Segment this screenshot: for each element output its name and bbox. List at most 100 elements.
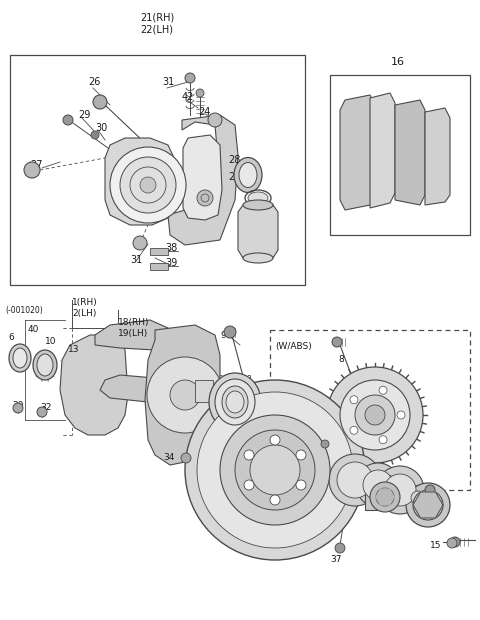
Circle shape [244, 480, 254, 490]
Circle shape [140, 177, 156, 193]
Circle shape [244, 450, 254, 460]
Circle shape [196, 89, 204, 97]
Text: 21(RH)
22(LH): 21(RH) 22(LH) [140, 12, 174, 34]
Text: 18(RH)
19(LH): 18(RH) 19(LH) [118, 318, 149, 338]
Bar [150, 248, 168, 255]
Circle shape [376, 488, 394, 506]
Circle shape [355, 395, 395, 435]
Circle shape [413, 490, 443, 520]
Circle shape [425, 485, 435, 495]
Text: 17: 17 [218, 526, 229, 534]
Text: 31: 31 [162, 77, 174, 87]
Circle shape [321, 440, 329, 448]
Circle shape [411, 491, 425, 505]
Circle shape [197, 392, 353, 548]
Text: (W/ABS): (W/ABS) [275, 342, 312, 351]
Circle shape [220, 415, 330, 525]
Ellipse shape [234, 157, 262, 192]
Circle shape [208, 113, 222, 127]
Ellipse shape [222, 386, 248, 418]
Polygon shape [100, 375, 165, 402]
Circle shape [110, 147, 186, 223]
Ellipse shape [215, 379, 255, 425]
Text: 40: 40 [28, 326, 39, 335]
Text: 31: 31 [130, 255, 142, 265]
Polygon shape [145, 325, 220, 465]
Text: 6: 6 [8, 334, 14, 342]
Text: 33: 33 [320, 440, 332, 450]
Circle shape [270, 495, 280, 505]
Circle shape [327, 367, 423, 463]
Circle shape [406, 486, 430, 510]
Circle shape [379, 386, 387, 394]
Circle shape [185, 73, 195, 83]
Text: 13: 13 [68, 345, 80, 355]
Text: 24: 24 [198, 107, 210, 117]
Polygon shape [425, 108, 450, 205]
Circle shape [397, 411, 405, 419]
Polygon shape [370, 93, 395, 208]
Text: 7: 7 [178, 425, 184, 435]
Polygon shape [376, 489, 394, 505]
Polygon shape [168, 115, 238, 245]
Circle shape [224, 326, 236, 338]
Text: 9: 9 [350, 378, 356, 386]
Text: 36: 36 [400, 484, 411, 492]
Text: 35: 35 [400, 498, 411, 508]
Ellipse shape [13, 348, 27, 368]
Ellipse shape [226, 391, 244, 413]
Ellipse shape [37, 354, 53, 376]
Text: 41: 41 [363, 485, 374, 495]
Text: 20: 20 [12, 401, 24, 409]
Text: 39: 39 [165, 258, 177, 268]
Text: 14: 14 [355, 466, 366, 474]
Text: 12: 12 [280, 494, 291, 502]
Circle shape [170, 380, 200, 410]
Bar [195, 380, 213, 402]
Text: 5: 5 [297, 494, 303, 502]
Circle shape [250, 445, 300, 495]
Circle shape [133, 236, 147, 250]
Text: 1(RH)
2(LH): 1(RH) 2(LH) [72, 298, 98, 317]
Circle shape [37, 407, 47, 417]
Circle shape [24, 162, 40, 178]
Text: 23: 23 [228, 172, 240, 182]
Ellipse shape [243, 253, 273, 263]
Circle shape [296, 450, 306, 460]
Text: 27: 27 [30, 160, 43, 170]
Circle shape [296, 480, 306, 490]
Circle shape [376, 466, 424, 514]
Text: 10: 10 [45, 337, 57, 347]
Text: 8: 8 [198, 458, 204, 466]
Circle shape [13, 403, 23, 413]
Ellipse shape [243, 200, 273, 210]
Ellipse shape [239, 162, 257, 187]
Circle shape [332, 337, 342, 347]
Text: 30: 30 [95, 123, 107, 133]
Circle shape [350, 427, 358, 434]
Text: 15: 15 [430, 541, 442, 549]
Bar [10, 55, 305, 285]
Circle shape [447, 538, 457, 548]
Polygon shape [238, 205, 278, 258]
Circle shape [384, 474, 416, 506]
Circle shape [370, 482, 400, 512]
Text: 3: 3 [315, 500, 321, 510]
Bar [150, 263, 168, 270]
Text: 38: 38 [165, 243, 177, 253]
Bar [270, 330, 470, 490]
Circle shape [365, 405, 385, 425]
Text: 34: 34 [163, 453, 174, 463]
Text: 16: 16 [391, 57, 405, 67]
Circle shape [93, 95, 107, 109]
Circle shape [120, 157, 176, 213]
Text: (-001020): (-001020) [5, 306, 43, 314]
Polygon shape [413, 492, 443, 518]
Text: 37: 37 [330, 556, 341, 564]
Ellipse shape [9, 344, 31, 372]
Circle shape [450, 537, 460, 547]
Ellipse shape [33, 350, 57, 380]
Text: 28: 28 [228, 155, 240, 165]
Circle shape [379, 436, 387, 444]
Circle shape [406, 483, 450, 527]
